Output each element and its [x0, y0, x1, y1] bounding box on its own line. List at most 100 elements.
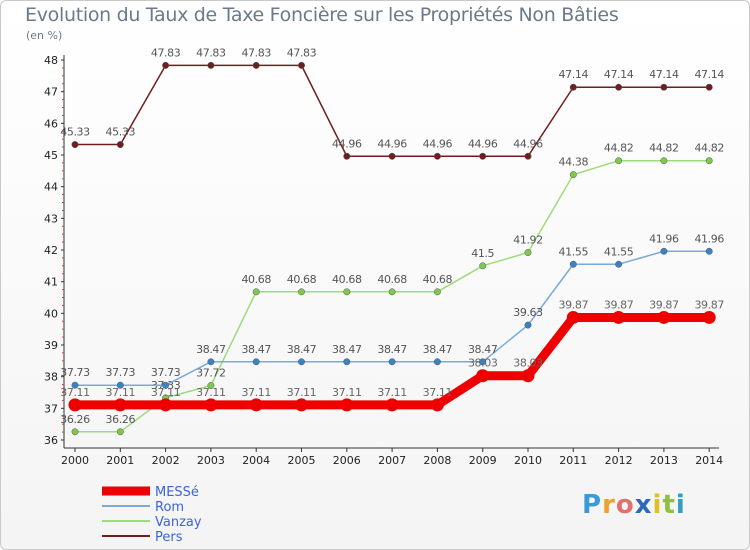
- data-point: [71, 381, 79, 389]
- legend-label-vanzay: Vanzay: [155, 515, 202, 530]
- data-point: [298, 61, 305, 69]
- data-point: [116, 428, 124, 436]
- data-label: 45.33: [60, 126, 90, 139]
- data-label: 38.03: [513, 357, 543, 370]
- data-point: [566, 310, 580, 324]
- data-label: 41.96: [649, 232, 679, 245]
- data-label: 39.87: [559, 298, 589, 311]
- data-point: [113, 398, 127, 412]
- data-point: [524, 321, 532, 329]
- y-tick-label: 42: [44, 244, 58, 257]
- x-tick-label: 2005: [288, 454, 316, 467]
- data-label: 37.11: [423, 386, 453, 399]
- data-point: [521, 369, 535, 383]
- y-tick-label: 40: [44, 307, 58, 320]
- y-tick-label: 36: [44, 434, 58, 447]
- proxiti-logo: Proxiti: [582, 490, 686, 520]
- data-label: 37.11: [287, 386, 317, 399]
- x-tick-label: 2012: [605, 454, 633, 467]
- data-point: [433, 358, 441, 366]
- y-tick-label: 47: [44, 86, 58, 99]
- data-label: 44.82: [649, 142, 679, 155]
- legend-label-messé: MESSé: [155, 485, 199, 500]
- y-tick-label: 43: [44, 212, 58, 225]
- y-tick-label: 46: [44, 117, 58, 130]
- data-label: 39.87: [604, 298, 634, 311]
- data-point: [569, 83, 577, 91]
- data-point: [252, 358, 260, 366]
- data-label: 37.11: [241, 386, 271, 399]
- data-label: 37.11: [151, 386, 181, 399]
- data-point: [705, 247, 713, 255]
- data-point: [340, 398, 354, 412]
- data-label: 38.47: [241, 343, 271, 356]
- data-point: [252, 288, 260, 296]
- chart-title: Evolution du Taux de Taxe Foncière sur l…: [25, 4, 619, 26]
- data-label: 44.38: [559, 156, 589, 169]
- data-point: [612, 310, 626, 324]
- data-label: 44.82: [694, 142, 724, 155]
- data-point: [705, 157, 713, 165]
- data-point: [660, 83, 668, 91]
- data-point: [207, 61, 215, 69]
- data-point: [615, 83, 623, 91]
- data-label: 37.73: [106, 366, 136, 379]
- data-label: 38.47: [196, 343, 226, 356]
- data-point: [207, 382, 215, 389]
- legend-label-rom: Rom: [155, 500, 184, 515]
- data-label: 45.33: [106, 126, 136, 139]
- data-label: 44.96: [468, 137, 498, 150]
- x-tick-label: 2006: [333, 454, 361, 467]
- data-label: 47.14: [604, 68, 634, 81]
- data-label: 40.68: [423, 273, 453, 286]
- data-point: [388, 152, 396, 160]
- y-tick-label: 44: [44, 181, 58, 194]
- data-point: [479, 152, 487, 160]
- data-point: [295, 398, 308, 412]
- x-tick-label: 2009: [469, 454, 497, 467]
- y-tick-label: 39: [44, 339, 58, 352]
- data-label: 39.63: [513, 306, 543, 319]
- data-point: [385, 398, 399, 412]
- data-point: [476, 369, 490, 383]
- data-point: [430, 398, 444, 412]
- logo-letter: P: [582, 490, 603, 520]
- x-tick-label: 2010: [514, 454, 542, 467]
- data-label: 47.14: [694, 68, 724, 81]
- data-label: 39.87: [694, 298, 724, 311]
- data-point: [388, 288, 396, 296]
- data-label: 37.11: [196, 386, 226, 399]
- data-point: [71, 428, 79, 436]
- data-label: 37.73: [151, 366, 181, 379]
- data-label: 36.26: [106, 413, 136, 426]
- x-tick-label: 2014: [695, 454, 723, 467]
- data-label: 40.68: [241, 273, 271, 286]
- x-tick-label: 2007: [378, 454, 406, 467]
- data-point: [569, 171, 577, 179]
- data-label: 38.47: [287, 343, 317, 356]
- data-point: [524, 152, 532, 160]
- data-label: 41.96: [694, 232, 724, 245]
- data-point: [479, 262, 487, 270]
- data-point: [433, 152, 441, 160]
- data-label: 47.83: [287, 46, 317, 59]
- data-label: 38.47: [468, 343, 498, 356]
- data-label: 41.5: [471, 247, 494, 260]
- data-label: 47.83: [196, 46, 226, 59]
- data-point: [388, 358, 396, 366]
- data-label: 38.47: [377, 343, 407, 356]
- data-label: 38.47: [332, 343, 362, 356]
- data-point: [657, 310, 671, 324]
- data-point: [298, 358, 305, 366]
- y-tick-label: 48: [44, 54, 58, 67]
- y-tick-label: 45: [44, 149, 58, 162]
- data-point: [479, 358, 487, 366]
- logo-letter: i: [652, 490, 663, 520]
- data-point: [343, 358, 351, 366]
- data-point: [162, 61, 170, 69]
- data-label: 41.55: [604, 245, 634, 258]
- x-tick-label: 2004: [242, 454, 270, 467]
- data-label: 47.14: [649, 68, 679, 81]
- data-label: 37.11: [60, 386, 90, 399]
- data-point: [207, 358, 215, 366]
